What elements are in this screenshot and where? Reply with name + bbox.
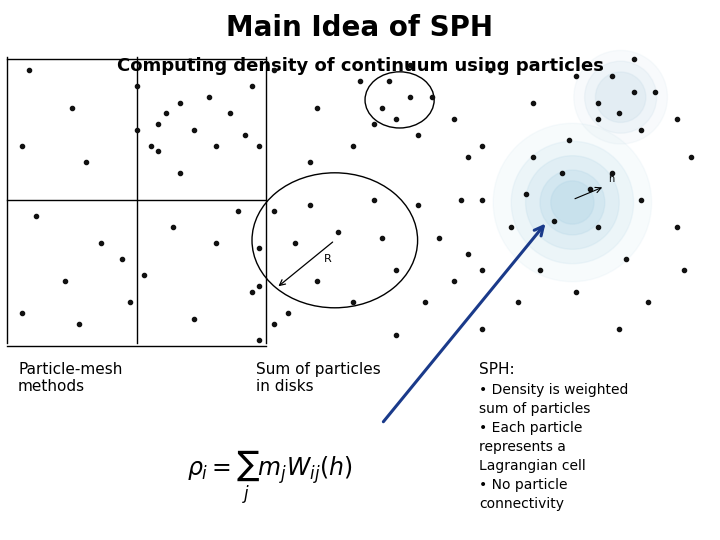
Ellipse shape	[574, 50, 667, 144]
Text: R: R	[324, 254, 331, 264]
Ellipse shape	[540, 170, 605, 235]
Ellipse shape	[595, 72, 646, 123]
Text: SPH:: SPH:	[479, 362, 514, 377]
Ellipse shape	[526, 156, 619, 249]
Text: • Density is weighted
sum of particles
• Each particle
represents a
Lagrangian c: • Density is weighted sum of particles •…	[479, 383, 628, 511]
Text: Computing density of continuum using particles: Computing density of continuum using par…	[117, 57, 603, 75]
Ellipse shape	[493, 123, 652, 282]
Text: Sum of particles
in disks: Sum of particles in disks	[256, 362, 380, 394]
Text: Particle-mesh
methods: Particle-mesh methods	[18, 362, 122, 394]
Text: Main Idea of SPH: Main Idea of SPH	[227, 14, 493, 42]
Ellipse shape	[551, 181, 594, 224]
Ellipse shape	[511, 141, 634, 264]
Text: h: h	[608, 173, 615, 184]
Ellipse shape	[585, 61, 657, 133]
Text: $\rho_i = \sum_j m_j W_{ij}(h)$: $\rho_i = \sum_j m_j W_{ij}(h)$	[187, 449, 353, 507]
